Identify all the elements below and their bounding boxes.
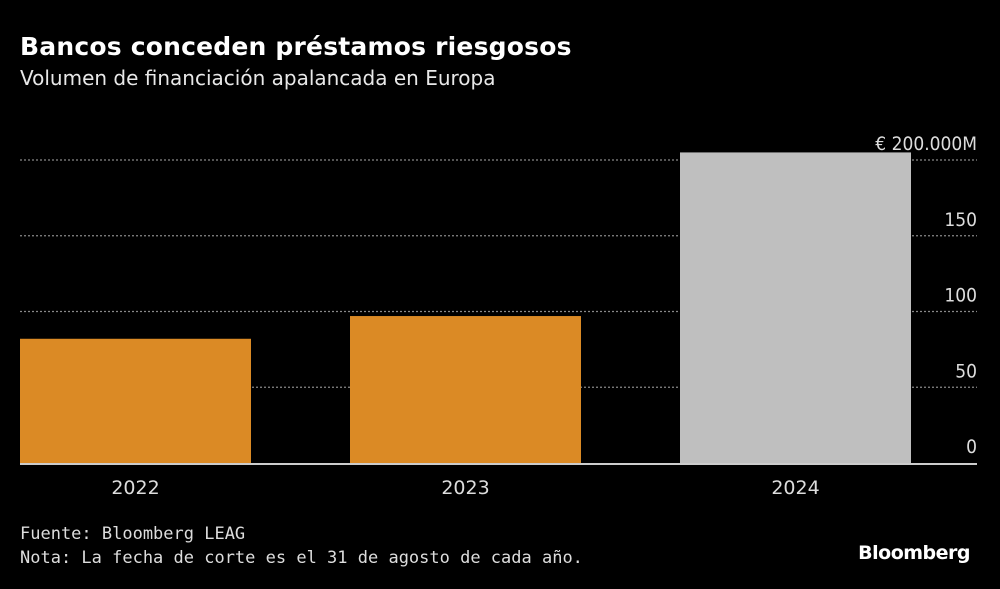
y-tick-label: 0 [966, 436, 977, 458]
y-tick-label: € 200.000M [875, 133, 977, 155]
chart-subtitle: Volumen de financiación apalancada en Eu… [20, 66, 496, 90]
bar-2024 [680, 152, 911, 464]
x-tick-label: 2022 [111, 477, 159, 499]
chart-title: Bancos conceden préstamos riesgosos [20, 32, 572, 61]
y-tick-label: 50 [955, 360, 977, 382]
source-note: Fuente: Bloomberg LEAG [20, 524, 246, 544]
footnote: Nota: La fecha de corte es el 31 de agos… [20, 548, 583, 568]
bar-2022 [20, 338, 251, 463]
y-tick-label: 100 [944, 285, 977, 307]
bar-2023 [350, 316, 581, 463]
x-tick-label: 2024 [771, 477, 819, 499]
bloomberg-logo: Bloomberg [858, 542, 970, 564]
x-tick-label: 2023 [441, 477, 489, 499]
y-tick-label: 150 [944, 209, 977, 231]
